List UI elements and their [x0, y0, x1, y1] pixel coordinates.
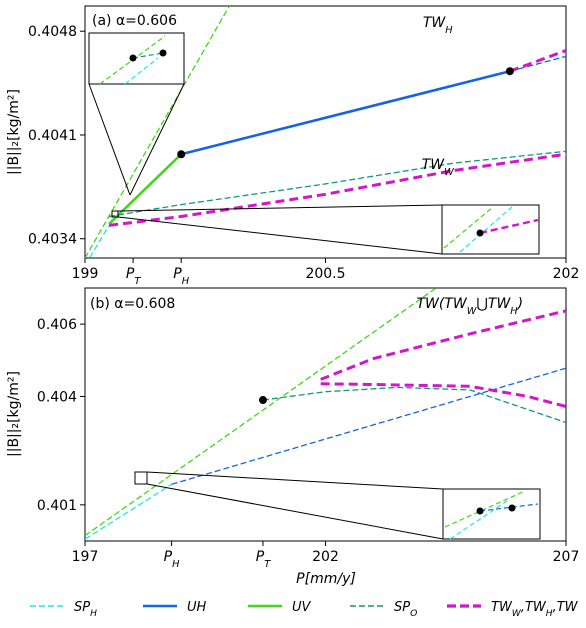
series-tw-7: [509, 49, 566, 73]
inset-tw-curve: [479, 218, 539, 235]
x-tick-label: 197: [72, 549, 99, 565]
series-uh-3: [180, 69, 511, 156]
panel-a-label: (a) α=0.606: [92, 13, 177, 29]
inset-spo-curve: [132, 52, 164, 59]
zoom-marker: [111, 210, 119, 218]
inset-connector: [117, 204, 443, 212]
series-tw-5: [320, 382, 566, 408]
x-tick-label: 202: [553, 266, 580, 282]
series-sph-0: [88, 225, 110, 258]
legend-label-sph: SPH: [74, 600, 97, 619]
legend-label-uh: UH: [187, 600, 207, 615]
x-tick-label: PH: [173, 266, 189, 287]
inset-connector: [146, 483, 444, 540]
inset-frame: [88, 32, 185, 85]
series-uv-2: [108, 153, 183, 225]
inset-sph-curve: [459, 206, 513, 253]
series-uh-4: [509, 55, 566, 72]
series-tw-6: [108, 152, 566, 227]
marker-point-0: [177, 150, 186, 159]
y-tick-label: 0.401: [37, 498, 77, 514]
inset-point: [476, 229, 484, 237]
legend-label-uv: UV: [292, 600, 312, 615]
series-sph-0: [85, 483, 172, 540]
y-tick-label: 0.404: [37, 389, 77, 405]
inset-uv-curve: [444, 490, 526, 528]
x-tick-label: 200.5: [305, 266, 345, 282]
annotation-1: TWW: [422, 157, 454, 178]
series-uh-2: [171, 367, 566, 485]
annotation-0: TWH: [423, 15, 453, 36]
inset-connector: [146, 471, 444, 490]
series-spo-3: [262, 386, 566, 424]
y-tick-label: 0.4034: [28, 232, 77, 248]
marker-point-1: [505, 67, 514, 76]
y-tick-label: 0.4041: [28, 128, 77, 144]
legend: SPH UH UV SPO TWW,TWH,TW: [30, 600, 579, 619]
series-spo-5: [108, 150, 566, 218]
inset-connector: [129, 83, 185, 196]
inset-point: [159, 49, 167, 57]
panel-b-label: (b) α=0.608: [90, 296, 175, 312]
inset-connector: [117, 216, 443, 255]
inset-point: [129, 54, 137, 62]
x-tick-label: PH: [164, 549, 180, 570]
inset-sph-curve: [449, 498, 511, 540]
inset-point: [476, 507, 484, 515]
inset-uv-curve: [443, 206, 494, 249]
inset-frame: [442, 488, 541, 540]
x-tick-label: 199: [72, 266, 99, 282]
inset-point: [508, 504, 516, 512]
legend-label-spo: SPO: [394, 600, 417, 619]
zoom-marker: [134, 471, 148, 485]
inset-connector: [88, 83, 131, 196]
legend-label-tw: TWW,TWH,TW: [491, 600, 579, 619]
annotation-0: TW(TWW⋃TWH): [416, 296, 523, 317]
panel-a: (a) α=0.606 ||B||₂[kg/m²] 0.4034 0.4041 0.…: [6, 5, 580, 287]
panel-a-ylabel: ||B||₂[kg/m²]: [6, 89, 22, 175]
marker-point-0: [258, 396, 267, 405]
panel-b: (b) α=0.608 ||B||₂[kg/m²] P[mm/y] 0.401 0…: [6, 287, 580, 587]
y-tick-label: 0.406: [37, 317, 77, 333]
panel-b-xlabel: P[mm/y]: [296, 571, 356, 587]
x-tick-label: 202: [312, 549, 339, 565]
y-tick-label: 0.4048: [28, 24, 77, 40]
x-tick-label: PT: [256, 549, 271, 570]
inset-sph-curve: [124, 57, 159, 85]
x-tick-label: 207: [553, 549, 580, 565]
panel-a-inset-lower: [111, 204, 540, 255]
panel-b-inset: [134, 471, 541, 540]
series-tw-4: [320, 309, 566, 381]
panel-a-inset-upper: [88, 32, 185, 196]
inset-uh-curve: [479, 503, 539, 512]
panel-b-ylabel: ||B||₂[kg/m²]: [6, 371, 22, 457]
x-tick-label: PT: [126, 266, 141, 287]
